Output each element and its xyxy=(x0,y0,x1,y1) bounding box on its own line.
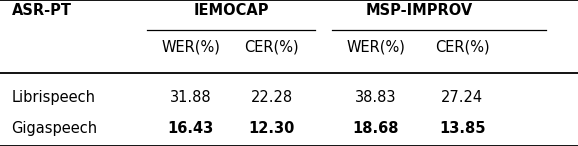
Text: 13.85: 13.85 xyxy=(439,121,486,136)
Text: WER(%): WER(%) xyxy=(161,39,220,54)
Text: WER(%): WER(%) xyxy=(346,39,405,54)
Text: 16.43: 16.43 xyxy=(168,121,214,136)
Text: 12.30: 12.30 xyxy=(249,121,295,136)
Text: 38.83: 38.83 xyxy=(355,90,397,105)
Text: Gigaspeech: Gigaspeech xyxy=(12,121,98,136)
Text: ASR-PT: ASR-PT xyxy=(12,3,72,18)
Text: 22.28: 22.28 xyxy=(251,90,292,105)
Text: Librispeech: Librispeech xyxy=(12,90,95,105)
Text: 31.88: 31.88 xyxy=(170,90,212,105)
Text: 27.24: 27.24 xyxy=(442,90,483,105)
Text: MSP-IMPROV: MSP-IMPROV xyxy=(365,3,473,18)
Text: CER(%): CER(%) xyxy=(244,39,299,54)
Text: IEMOCAP: IEMOCAP xyxy=(194,3,269,18)
Text: CER(%): CER(%) xyxy=(435,39,490,54)
Text: 18.68: 18.68 xyxy=(353,121,399,136)
